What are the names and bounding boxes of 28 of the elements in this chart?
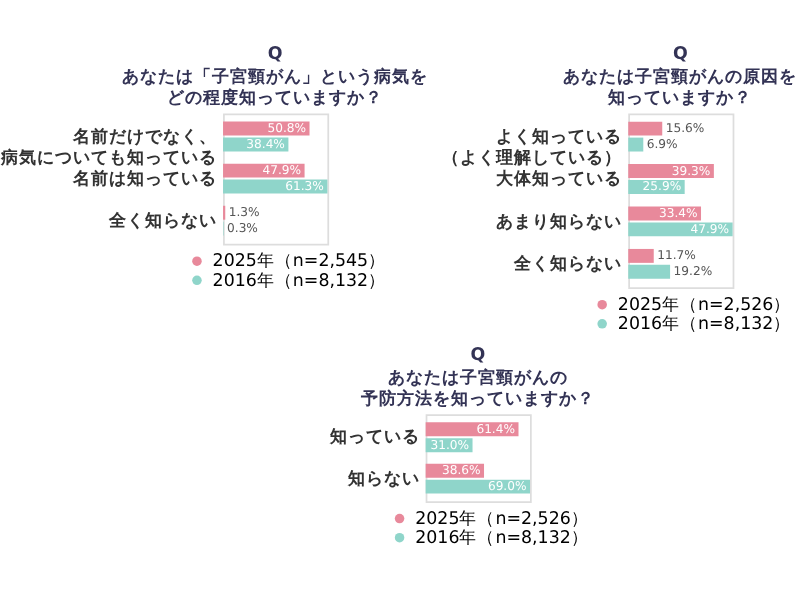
y-tick-label: あまり知らない — [496, 210, 623, 233]
text: あなたは子宮頸がんの原因を — [563, 68, 798, 89]
y-tick-label: 大体知っている — [496, 168, 623, 191]
y-tick-label: 知っている — [327, 426, 420, 449]
legend-label: 2025年（n=2,526） — [617, 293, 792, 316]
chart-title: Q — [673, 45, 688, 66]
y-tick-label: 名前だけでなく、病気についても知っている — [0, 125, 217, 169]
chart-title: Q — [267, 45, 283, 66]
bar — [628, 264, 671, 279]
legend-label: 2016年（n=8,132） — [617, 313, 792, 336]
bar — [628, 121, 663, 136]
bar — [628, 248, 654, 263]
text: どの程度知っていますか？ — [167, 88, 384, 109]
legend-label: 2025年（n=2,526） — [415, 507, 589, 530]
legend-label: 2016年（n=8,132） — [415, 526, 589, 549]
text: あなたは子宮頸がんの — [387, 368, 568, 389]
legend-label: 2025年（n=2,545） — [212, 250, 387, 273]
y-tick-label: よく知っている（よく理解している） — [442, 125, 623, 169]
y-tick-label: 名前は知っている — [70, 167, 217, 190]
text: 知っていますか？ — [608, 88, 753, 109]
legend-label: 2016年（n=8,132） — [212, 269, 387, 292]
chart-title: Q — [470, 346, 486, 367]
text: 予防方法を知っていますか？ — [360, 389, 595, 410]
text: あなたは「子宮頸がん」という病気を — [122, 68, 429, 89]
y-tick-label: 全く知らない — [106, 209, 217, 232]
y-tick-label: 全く知らない — [512, 253, 623, 276]
y-tick-label: 知らない — [345, 467, 420, 490]
bar — [628, 137, 644, 152]
